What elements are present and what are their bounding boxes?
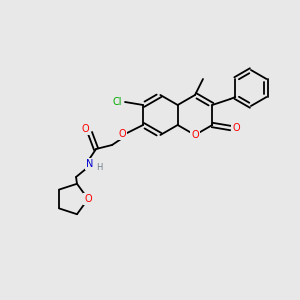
Text: O: O xyxy=(81,124,89,134)
Text: O: O xyxy=(232,123,240,133)
Text: H: H xyxy=(96,164,102,172)
Text: O: O xyxy=(84,194,92,204)
Text: O: O xyxy=(118,129,126,139)
Text: N: N xyxy=(86,159,94,169)
Text: Cl: Cl xyxy=(112,97,122,107)
Text: O: O xyxy=(191,130,199,140)
